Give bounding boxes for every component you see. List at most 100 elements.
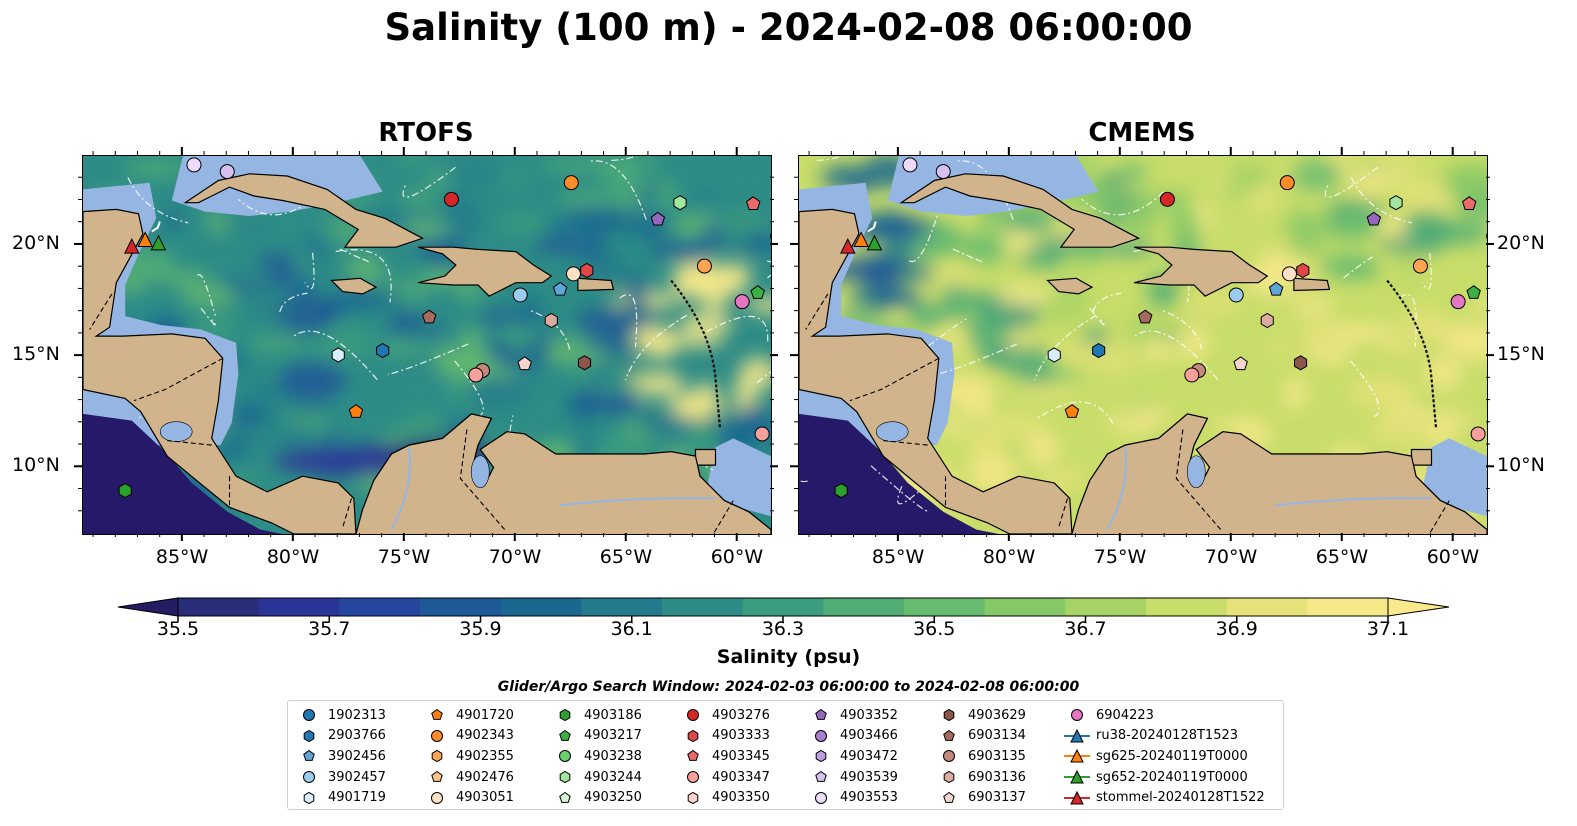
legend-symbol: [559, 750, 571, 763]
legend-column: 6904223 ru38-20240128T1523 sg625-20240119T…: [1062, 705, 1265, 808]
legend-column: 4903629 6903134 6903135 6903136 6903137: [934, 705, 1026, 808]
legend-marker-icon: [934, 727, 964, 745]
legend-marker-icon: [1062, 727, 1092, 745]
colorbar-tick-label: 36.1: [610, 618, 653, 640]
float-marker: [552, 281, 568, 296]
legend-label: 4903345: [712, 748, 770, 764]
float-marker: [563, 175, 579, 191]
float-marker: [1047, 347, 1061, 363]
float-marker: [1268, 281, 1284, 296]
colorbar-tick-label: 37.1: [1366, 618, 1410, 640]
legend-item: 6903134: [934, 726, 1026, 747]
float-marker: [754, 426, 770, 442]
legend-item: 4903629: [934, 705, 1026, 726]
float-marker: [186, 157, 202, 173]
legend-item: 2903766: [294, 726, 386, 747]
lon-tick-label: 65°W: [599, 546, 653, 568]
legend-marker-icon: [422, 727, 452, 745]
float-marker: [517, 356, 532, 371]
colorbar-segment: [742, 598, 824, 616]
float-marker: [1159, 191, 1175, 207]
legend-marker-icon: [678, 789, 708, 807]
legend-item: 4903186: [550, 705, 642, 726]
lon-tick-label: 80°W: [982, 546, 1036, 568]
map-canvas-cmems: [799, 156, 1487, 534]
legend-item: 4903553: [806, 787, 898, 808]
lon-tick-label: 60°W: [1426, 546, 1480, 568]
float-marker: [1138, 309, 1153, 324]
legend-marker-icon: [422, 768, 452, 786]
legend-marker-icon: [422, 789, 452, 807]
legend-label: 4903466: [840, 728, 898, 744]
colorbar-segment: [904, 598, 986, 616]
legend-label: 4903244: [584, 769, 642, 785]
map-panel-cmems[interactable]: [798, 155, 1488, 535]
legend-symbol: [431, 729, 443, 742]
legend-item: 4903238: [550, 746, 642, 767]
legend-symbol: [687, 709, 699, 722]
legend-marker-icon: [934, 706, 964, 724]
lon-tick-label: 85°W: [871, 546, 925, 568]
legend-label: 4903276: [712, 707, 770, 723]
legend-triangle: [1070, 749, 1084, 763]
float-marker: [544, 312, 558, 329]
lat-tick-label-right: 20°N: [1497, 231, 1545, 254]
float-marker: [331, 347, 345, 363]
legend-marker-icon: [294, 789, 324, 807]
float-marker: [1450, 294, 1466, 310]
legend-symbol: [303, 791, 315, 804]
legend-item: 4903276: [678, 705, 770, 726]
legend-label: 6903134: [968, 728, 1026, 744]
legend-label: sg625-20240119T0000: [1096, 748, 1248, 764]
lon-tick-label: 70°W: [488, 546, 542, 568]
legend-label: 4901720: [456, 707, 514, 723]
colorbar-tick-label: 35.9: [459, 618, 502, 640]
colorbar-segment: [581, 598, 663, 616]
legend-item: 4903347: [678, 767, 770, 788]
lon-tick-label: 75°W: [377, 546, 431, 568]
float-marker: [866, 234, 883, 251]
legend-label: 6903136: [968, 769, 1026, 785]
lon-tick-label: 85°W: [155, 546, 209, 568]
lat-tick-label-left: 10°N: [12, 454, 60, 477]
colorbar-segment: [178, 598, 260, 616]
legend-symbol: [1071, 709, 1083, 722]
colorbar-tick-label: 36.7: [1064, 618, 1107, 640]
float-marker: [443, 191, 459, 207]
legend-symbol: [303, 771, 315, 784]
map-panel-rtofs[interactable]: [82, 155, 772, 535]
legend-label: 4903051: [456, 790, 514, 806]
float-marker: [578, 355, 592, 371]
float-marker: [1470, 426, 1486, 442]
legend-symbol: [431, 709, 443, 721]
legend-symbol: [303, 729, 315, 742]
legend-item: 4903244: [550, 767, 642, 788]
legend-item: 3902457: [294, 767, 386, 788]
legend-marker-icon: [934, 747, 964, 765]
float-marker: [1281, 266, 1297, 282]
colorbar-label: Salinity (psu): [716, 646, 861, 668]
colorbar: [117, 597, 1450, 622]
legend-symbol: [431, 750, 443, 763]
colorbar-segment: [258, 598, 340, 616]
figure-title: Salinity (100 m) - 2024-02-08 06:00:00: [384, 6, 1193, 49]
float-marker: [853, 231, 869, 247]
lat-tick-label-right: 10°N: [1497, 454, 1545, 477]
legend-symbol: [687, 729, 699, 742]
colorbar-tick-label: 36.5: [913, 618, 956, 640]
legend-label: 4903217: [584, 728, 642, 744]
float-marker: [118, 483, 132, 499]
float-marker: [1228, 287, 1244, 303]
legend-marker-icon: [934, 768, 964, 786]
legend-title: Glider/Argo Search Window: 2024-02-03 06…: [497, 679, 1080, 695]
legend-marker-icon: [678, 727, 708, 745]
legend-symbol: [815, 709, 827, 721]
legend-label: 4903186: [584, 707, 642, 723]
legend-symbol: [815, 750, 827, 763]
colorbar-segment: [662, 598, 744, 616]
legend-item: ru38-20240128T1523: [1062, 726, 1265, 747]
legend-symbol: [815, 729, 827, 742]
legend-label: 3902457: [328, 769, 386, 785]
legend-marker-icon: [294, 747, 324, 765]
colorbar-tick-label: 36.9: [1215, 618, 1258, 640]
